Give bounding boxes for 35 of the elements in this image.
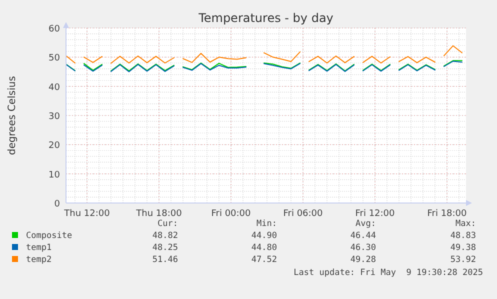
y-tick-label: 0 <box>54 200 60 210</box>
text: 44.80 <box>251 243 277 253</box>
text: 48.25 <box>152 243 178 253</box>
text: 47.52 <box>251 255 277 265</box>
y-tick-label: 20 <box>48 141 60 152</box>
legend-label: Composite <box>26 231 72 241</box>
y-tick-label: 60 <box>48 24 60 34</box>
legend-label: temp2 <box>26 255 52 265</box>
x-tick-label: Fri 12:00 <box>355 209 396 219</box>
x-tick-label: Fri 06:00 <box>283 209 324 219</box>
y-tick-label: 30 <box>48 112 60 122</box>
text: Max: <box>456 219 476 229</box>
text: 44.90 <box>251 231 277 241</box>
text: 51.46 <box>152 255 178 265</box>
x-tick-label: Fri 00:00 <box>211 209 252 219</box>
text: 46.44 <box>350 231 376 241</box>
x-tick-label: Thu 12:00 <box>63 209 110 219</box>
y-tick-label: 40 <box>48 82 60 93</box>
text: Min: <box>256 219 277 229</box>
text: Avg: <box>356 219 376 229</box>
text: Cur: <box>158 219 178 229</box>
text: Last update: Fri May 9 19:30:28 2025 <box>294 268 483 278</box>
y-axis-title: degrees Celsius <box>7 76 18 155</box>
x-tick-label: Fri 18:00 <box>427 209 468 219</box>
text: 53.92 <box>450 255 476 265</box>
legend-label: temp1 <box>26 243 52 253</box>
y-tick-label: 10 <box>48 170 60 180</box>
text: 48.82 <box>152 231 178 241</box>
x-tick-label: Thu 18:00 <box>135 209 182 219</box>
chart-title: Temperatures - by day <box>198 11 334 25</box>
text: 48.83 <box>450 231 476 241</box>
text: 49.28 <box>350 255 376 265</box>
text: 49.38 <box>450 243 476 253</box>
y-tick-label: 50 <box>48 54 60 64</box>
text: 46.30 <box>350 243 376 253</box>
